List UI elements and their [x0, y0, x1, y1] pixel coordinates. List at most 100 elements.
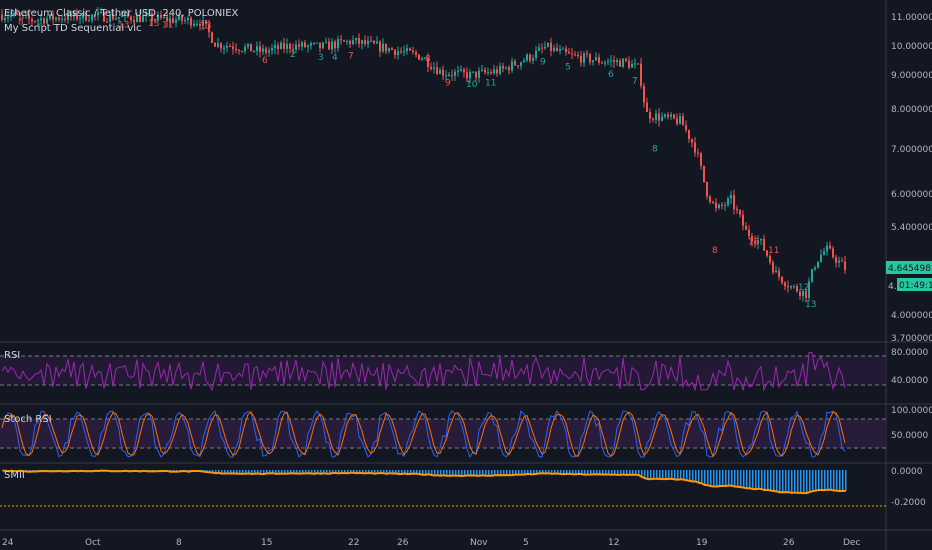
smii-bar [344, 470, 346, 474]
candle-body [250, 43, 252, 52]
candle-body [310, 43, 312, 46]
candle-body [10, 15, 12, 18]
candle-body [835, 257, 837, 263]
price-tick: 6.00000000 [891, 190, 932, 200]
candle-body [739, 210, 741, 215]
candle-body [307, 45, 309, 48]
smii-bar [818, 470, 820, 490]
td-count-label: 2 [290, 50, 296, 60]
candle-body [808, 281, 810, 298]
candle-body [814, 267, 816, 270]
smii-bar [380, 470, 382, 474]
smii-bar [647, 470, 649, 480]
smii-bar [833, 470, 835, 491]
candle-body [565, 48, 567, 52]
smii-bar [218, 470, 220, 473]
indicator-title: My Script TD Sequential vic [4, 23, 142, 34]
candle-body [649, 111, 651, 119]
candle-body [487, 72, 489, 74]
smii-bar [671, 470, 673, 479]
candle-body [19, 14, 21, 16]
candle-body [220, 43, 222, 49]
candle-body [115, 18, 117, 20]
candle-body [826, 245, 828, 252]
smii-bar [731, 470, 733, 486]
smii-bar [725, 470, 727, 486]
smii-bar [332, 470, 334, 474]
candle-body [322, 42, 324, 49]
candle-body [154, 19, 156, 22]
candle-body [625, 58, 627, 61]
candle-body [544, 46, 546, 49]
time-tick: 26 [397, 538, 409, 548]
smii-bar [428, 470, 430, 475]
smii-bar [230, 470, 232, 474]
stoch-tick: 50.0000 [891, 431, 928, 441]
candle-body [130, 16, 132, 21]
candle-body [460, 69, 462, 71]
smii-bar [665, 470, 667, 480]
candle-body [607, 61, 609, 63]
candle-body [235, 48, 237, 51]
smii-bar [293, 470, 295, 474]
td-count-label: 11 [162, 20, 173, 30]
smii-bar [764, 470, 766, 491]
candle-body [601, 62, 603, 64]
candle-body [550, 42, 552, 51]
candle-body [118, 17, 120, 19]
smii-bar [440, 470, 442, 476]
candle-body [370, 40, 372, 42]
smii-bar [770, 470, 772, 491]
candle-body [163, 16, 165, 18]
time-axis[interactable]: 24 Oct 8 15 22 26 Nov 5 12 19 26 Dec [2, 538, 860, 548]
candle-body [25, 14, 27, 16]
smii-bar [260, 470, 262, 475]
candle-body [202, 20, 204, 26]
td-count-label: 11 [485, 78, 496, 88]
smii-tick: -0.2000 [891, 498, 926, 508]
candle-body [64, 19, 66, 21]
smii-bar [842, 470, 844, 491]
smii-bar [452, 470, 454, 476]
smii-bar [719, 470, 721, 487]
smii-bar [683, 470, 685, 480]
td-count-label: 3 [318, 53, 324, 63]
smii-bar [644, 470, 646, 479]
smii-bar [839, 470, 841, 492]
candle-body [313, 42, 315, 44]
candle-body [703, 165, 705, 183]
candle-body [502, 66, 504, 69]
smii-bar [215, 470, 217, 474]
smii-bar [494, 470, 496, 476]
td-count-label: 7 [348, 52, 354, 62]
smii-bar [593, 470, 595, 475]
smii-bar [320, 470, 322, 474]
candle-body [634, 63, 636, 65]
smii-bar [752, 470, 754, 490]
stoch-d-line [1, 411, 846, 458]
smii-bar [638, 470, 640, 475]
smii-bar [827, 470, 829, 490]
candle-body [553, 47, 555, 51]
candle-body [199, 23, 201, 26]
time-tick: 19 [696, 538, 708, 548]
candle-body [376, 41, 378, 44]
candle-body [394, 49, 396, 56]
candle-body [229, 46, 231, 48]
price-axis[interactable]: 11.00000000 10.00000000 9.00000000 8.000… [891, 13, 932, 344]
candle-body [262, 48, 264, 52]
candle-body [400, 51, 402, 53]
candle-body [7, 17, 9, 19]
smii-bar [815, 470, 817, 491]
candle-body [664, 114, 666, 117]
price-tick: 10.00000000 [891, 42, 932, 52]
smii-tick: 0.0000 [891, 467, 923, 477]
candle-body [67, 13, 69, 20]
candle-body [409, 48, 411, 51]
price-tick: 8.00000000 [891, 105, 932, 115]
smii-bar [773, 470, 775, 491]
candle-body [679, 116, 681, 124]
smii-bar [566, 470, 568, 474]
candle-body [748, 229, 750, 237]
